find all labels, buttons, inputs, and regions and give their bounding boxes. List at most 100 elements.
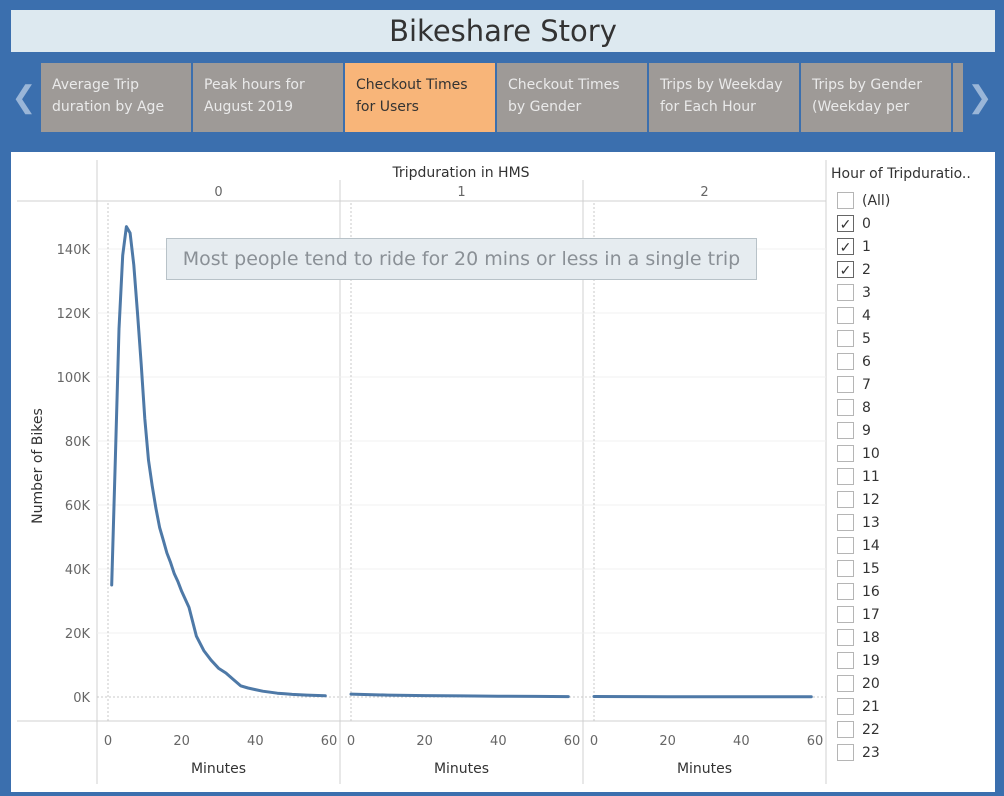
x-tick-label: 0 bbox=[590, 734, 598, 749]
filter-item[interactable]: 11 bbox=[831, 465, 995, 488]
filter-item[interactable]: 17 bbox=[831, 603, 995, 626]
panel-header: 2 bbox=[700, 185, 708, 200]
annotation-callout: Most people tend to ride for 20 mins or … bbox=[166, 238, 757, 280]
filter-item-label: 17 bbox=[862, 606, 880, 623]
panel-header: 0 bbox=[214, 185, 222, 200]
x-axis-title: Minutes bbox=[434, 761, 489, 777]
checkbox[interactable] bbox=[837, 192, 854, 209]
y-tick-label: 20K bbox=[65, 627, 91, 642]
filter-title: Hour of Tripduratio.. bbox=[831, 166, 971, 182]
filter-item[interactable]: (All) bbox=[831, 189, 995, 212]
checkbox[interactable] bbox=[837, 491, 854, 508]
story-point-6[interactable]: Trips by Gender (Weekday per bbox=[801, 63, 951, 132]
checkbox[interactable] bbox=[837, 399, 854, 416]
story-point-partial[interactable] bbox=[953, 63, 963, 132]
filter-item[interactable]: 22 bbox=[831, 718, 995, 741]
filter-item[interactable]: ✓ 0 bbox=[831, 212, 995, 235]
filter-item[interactable]: 4 bbox=[831, 304, 995, 327]
checkbox[interactable] bbox=[837, 284, 854, 301]
filter-item-label: 1 bbox=[862, 238, 871, 255]
y-tick-label: 120K bbox=[57, 307, 91, 322]
checkbox[interactable] bbox=[837, 376, 854, 393]
y-tick-label: 60K bbox=[65, 499, 91, 514]
filter-item[interactable]: 19 bbox=[831, 649, 995, 672]
story-point-1[interactable]: Average Trip duration by Age bbox=[41, 63, 191, 132]
checkbox[interactable] bbox=[837, 537, 854, 554]
chevron-left-icon[interactable]: ❮ bbox=[11, 80, 37, 114]
chart-panel: Tripduration in HMS 0 1 2 0K 20K 40K 60K 80K 100K… bbox=[11, 152, 995, 792]
checkbox[interactable] bbox=[837, 652, 854, 669]
filter-item-label: 13 bbox=[862, 514, 880, 531]
story-navigator: ❮ ❯ Average Trip duration by Age Peak hou… bbox=[0, 56, 1004, 138]
filter-item[interactable]: 3 bbox=[831, 281, 995, 304]
story-point-5[interactable]: Trips by Weekday for Each Hour bbox=[649, 63, 799, 132]
filter-item[interactable]: 5 bbox=[831, 327, 995, 350]
checkbox[interactable] bbox=[837, 307, 854, 324]
filter-item-label: 2 bbox=[862, 261, 871, 278]
filter-item[interactable]: 14 bbox=[831, 534, 995, 557]
filter-item[interactable]: 20 bbox=[831, 672, 995, 695]
filter-item-label: 11 bbox=[862, 468, 880, 485]
checkbox[interactable] bbox=[837, 514, 854, 531]
filter-item-label: 21 bbox=[862, 698, 880, 715]
filter-item[interactable]: 8 bbox=[831, 396, 995, 419]
filter-item-label: 23 bbox=[862, 744, 880, 761]
filter-item[interactable]: 7 bbox=[831, 373, 995, 396]
story-point-2[interactable]: Peak hours for August 2019 bbox=[193, 63, 343, 132]
checkbox[interactable] bbox=[837, 606, 854, 623]
filter-item[interactable]: 6 bbox=[831, 350, 995, 373]
story-title-bar: Bikeshare Story bbox=[11, 10, 995, 52]
filter-item-label: 20 bbox=[862, 675, 880, 692]
checkbox[interactable] bbox=[837, 698, 854, 715]
filter-item-label: 15 bbox=[862, 560, 880, 577]
checkbox[interactable] bbox=[837, 353, 854, 370]
filter-item-label: 22 bbox=[862, 721, 880, 738]
x-tick-label: 0 bbox=[104, 734, 112, 749]
checkbox[interactable]: ✓ bbox=[837, 261, 854, 278]
filter-item-label: 18 bbox=[862, 629, 880, 646]
filter-item[interactable]: 18 bbox=[831, 626, 995, 649]
filter-item[interactable]: 9 bbox=[831, 419, 995, 442]
checkbox[interactable] bbox=[837, 583, 854, 600]
checkbox[interactable]: ✓ bbox=[837, 238, 854, 255]
filter-item[interactable]: ✓ 2 bbox=[831, 258, 995, 281]
x-tick-label: 20 bbox=[416, 734, 433, 749]
story-point-4[interactable]: Checkout Times by Gender bbox=[497, 63, 647, 132]
x-axis-title: Minutes bbox=[191, 761, 246, 777]
checkbox[interactable] bbox=[837, 422, 854, 439]
series-line-hour-1 bbox=[349, 692, 570, 699]
series-line-hour-0 bbox=[110, 225, 327, 698]
filter-item[interactable]: 10 bbox=[831, 442, 995, 465]
y-tick-label: 0K bbox=[73, 691, 90, 706]
filter-item[interactable]: ✓ 1 bbox=[831, 235, 995, 258]
checkbox[interactable] bbox=[837, 721, 854, 738]
checkbox[interactable] bbox=[837, 560, 854, 577]
story-title: Bikeshare Story bbox=[389, 14, 617, 48]
checkbox[interactable] bbox=[837, 629, 854, 646]
filter-item[interactable]: 13 bbox=[831, 511, 995, 534]
filter-item-label: 9 bbox=[862, 422, 871, 439]
checkbox[interactable] bbox=[837, 330, 854, 347]
filter-item[interactable]: 16 bbox=[831, 580, 995, 603]
x-tick-label: 20 bbox=[173, 734, 190, 749]
checkbox[interactable] bbox=[837, 744, 854, 761]
filter-item[interactable]: 15 bbox=[831, 557, 995, 580]
filter-item-label: 5 bbox=[862, 330, 871, 347]
filter-item-label: 7 bbox=[862, 376, 871, 393]
filter-item[interactable]: 21 bbox=[831, 695, 995, 718]
filter-item-label: 10 bbox=[862, 445, 880, 462]
checkbox[interactable] bbox=[837, 675, 854, 692]
x-axis-title: Minutes bbox=[677, 761, 732, 777]
panel-header: 1 bbox=[457, 185, 465, 200]
checkbox[interactable]: ✓ bbox=[837, 215, 854, 232]
x-tick-label: 60 bbox=[807, 734, 824, 749]
story-point-3[interactable]: Checkout Times for Users bbox=[345, 63, 495, 132]
filter-list: (All) ✓ 0 ✓ 1 ✓ 2 3 4 5 6 7 8 9 10 11 12 13 14 15 16 17 18 19 20… bbox=[831, 189, 995, 764]
filter-item[interactable]: 12 bbox=[831, 488, 995, 511]
filter-item[interactable]: 23 bbox=[831, 741, 995, 764]
checkbox[interactable] bbox=[837, 445, 854, 462]
hour-filter: Hour of Tripduratio.. (All) ✓ 0 ✓ 1 ✓ 2 3 4 5 6 7 8 9… bbox=[831, 166, 995, 764]
chevron-right-icon[interactable]: ❯ bbox=[967, 80, 993, 114]
checkbox[interactable] bbox=[837, 468, 854, 485]
